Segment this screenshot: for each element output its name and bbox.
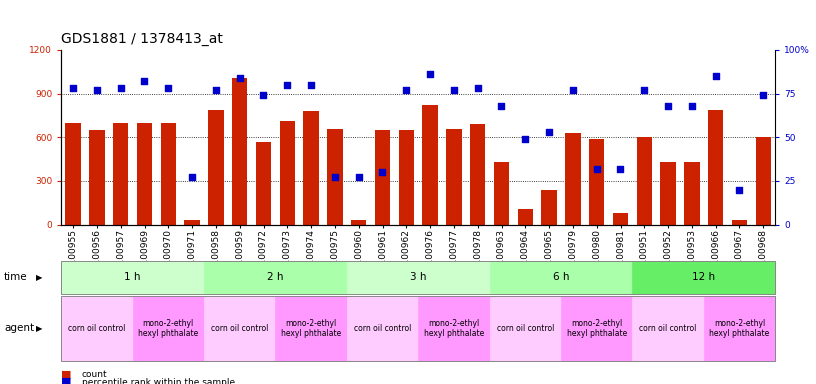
- Point: [376, 169, 389, 175]
- Point: [709, 73, 722, 79]
- Point: [233, 75, 246, 81]
- Point: [91, 87, 104, 93]
- Bar: [708, 109, 724, 225]
- Text: 2 h: 2 h: [267, 272, 284, 283]
- Bar: [137, 123, 153, 225]
- Point: [685, 103, 698, 109]
- Text: mono-2-ethyl
hexyl phthalate: mono-2-ethyl hexyl phthalate: [281, 319, 341, 338]
- Point: [257, 92, 270, 98]
- Point: [447, 87, 460, 93]
- Bar: [613, 213, 628, 225]
- Point: [353, 174, 366, 180]
- Bar: [113, 123, 128, 225]
- Point: [638, 87, 651, 93]
- Text: mono-2-ethyl
hexyl phthalate: mono-2-ethyl hexyl phthalate: [709, 319, 769, 338]
- Bar: [375, 130, 390, 225]
- Text: mono-2-ethyl
hexyl phthalate: mono-2-ethyl hexyl phthalate: [424, 319, 484, 338]
- Point: [67, 85, 80, 91]
- Point: [519, 136, 532, 142]
- Text: 1 h: 1 h: [124, 272, 141, 283]
- Bar: [517, 209, 533, 225]
- Point: [614, 166, 627, 172]
- Point: [756, 92, 769, 98]
- Point: [543, 129, 556, 135]
- Bar: [732, 220, 747, 225]
- Text: agent: agent: [4, 323, 34, 333]
- Point: [114, 85, 127, 91]
- Bar: [351, 220, 366, 225]
- Text: ■: ■: [61, 377, 72, 384]
- Point: [471, 85, 484, 91]
- Bar: [446, 129, 462, 225]
- Text: corn oil control: corn oil control: [497, 324, 554, 333]
- Text: corn oil control: corn oil control: [354, 324, 411, 333]
- Bar: [470, 124, 486, 225]
- Text: 6 h: 6 h: [552, 272, 570, 283]
- Point: [733, 187, 746, 193]
- Text: mono-2-ethyl
hexyl phthalate: mono-2-ethyl hexyl phthalate: [138, 319, 198, 338]
- Point: [400, 87, 413, 93]
- Text: GDS1881 / 1378413_at: GDS1881 / 1378413_at: [61, 32, 223, 46]
- Text: corn oil control: corn oil control: [69, 324, 126, 333]
- Point: [328, 174, 341, 180]
- Bar: [327, 129, 343, 225]
- Point: [590, 166, 603, 172]
- Text: count: count: [82, 370, 107, 379]
- Bar: [255, 142, 271, 225]
- Point: [138, 78, 151, 84]
- Bar: [304, 111, 319, 225]
- Text: time: time: [4, 272, 28, 283]
- Bar: [89, 130, 104, 225]
- Point: [566, 87, 579, 93]
- Bar: [589, 139, 605, 225]
- Text: mono-2-ethyl
hexyl phthalate: mono-2-ethyl hexyl phthalate: [566, 319, 627, 338]
- Text: 3 h: 3 h: [410, 272, 427, 283]
- Bar: [65, 123, 81, 225]
- Point: [185, 174, 198, 180]
- Bar: [660, 162, 676, 225]
- Text: 12 h: 12 h: [692, 272, 716, 283]
- Bar: [541, 190, 557, 225]
- Point: [210, 87, 223, 93]
- Text: ▶: ▶: [36, 324, 42, 333]
- Bar: [636, 137, 652, 225]
- Point: [662, 103, 675, 109]
- Point: [281, 82, 294, 88]
- Text: ▶: ▶: [36, 273, 42, 282]
- Bar: [756, 137, 771, 225]
- Bar: [232, 78, 247, 225]
- Bar: [208, 109, 224, 225]
- Bar: [494, 162, 509, 225]
- Point: [495, 103, 508, 109]
- Bar: [184, 220, 200, 225]
- Bar: [423, 105, 438, 225]
- Point: [162, 85, 175, 91]
- Text: corn oil control: corn oil control: [211, 324, 268, 333]
- Bar: [398, 130, 414, 225]
- Bar: [161, 123, 176, 225]
- Text: ■: ■: [61, 369, 72, 379]
- Point: [304, 82, 317, 88]
- Text: corn oil control: corn oil control: [640, 324, 697, 333]
- Text: percentile rank within the sample: percentile rank within the sample: [82, 377, 235, 384]
- Bar: [565, 133, 581, 225]
- Point: [424, 71, 437, 78]
- Bar: [280, 121, 295, 225]
- Bar: [684, 162, 699, 225]
